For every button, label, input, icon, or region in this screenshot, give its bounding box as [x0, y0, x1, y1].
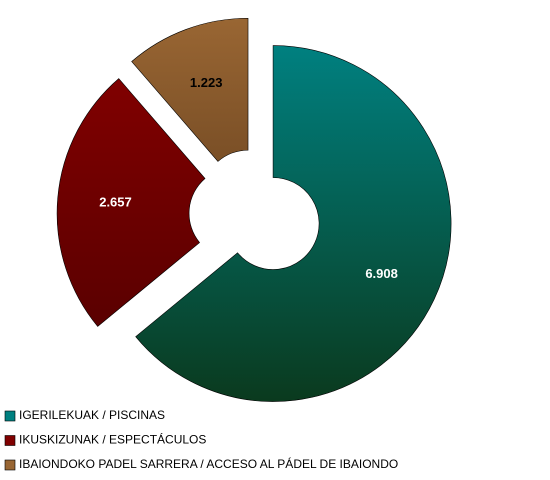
legend-swatch: [4, 459, 16, 471]
value-label: 2.657: [99, 195, 132, 210]
slice: [131, 17, 249, 162]
slice: [135, 45, 452, 402]
legend-swatch: [4, 410, 16, 422]
value-label: 1.223: [190, 75, 223, 90]
legend-label: IKUSKIZUNAK / ESPECTÁCULOS: [19, 432, 206, 447]
value-label: 6.908: [365, 266, 398, 281]
legend-label: IGERILEKUAK / PISCINAS: [19, 408, 165, 422]
legend-swatch: [4, 435, 16, 446]
legend-label: IBAIONDOKO PADEL SARRERA / ACCESO AL PÁD…: [19, 456, 398, 471]
slice: [56, 78, 206, 327]
